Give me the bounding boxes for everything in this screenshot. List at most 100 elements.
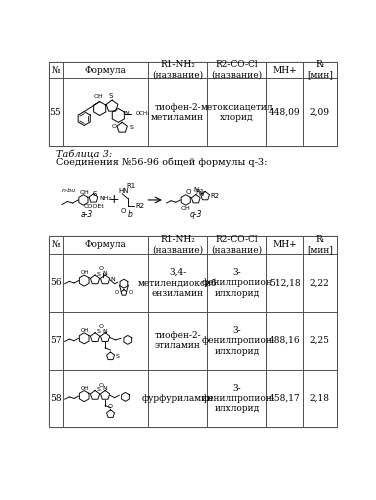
Text: Формула: Формула <box>84 66 126 74</box>
Text: N: N <box>124 112 129 116</box>
Text: 3-
фенилпропион
илхлорид: 3- фенилпропион илхлорид <box>202 384 272 414</box>
Text: MH+: MH+ <box>272 66 297 74</box>
Text: тиофен-2-
метиламин: тиофен-2- метиламин <box>151 102 204 122</box>
Text: O: O <box>129 290 133 295</box>
Text: N: N <box>103 271 108 276</box>
Text: фурфуриламин: фурфуриламин <box>141 394 214 403</box>
Bar <box>208 62 266 78</box>
Text: O: O <box>99 382 104 388</box>
Text: OH: OH <box>93 94 103 98</box>
Text: 2,09: 2,09 <box>310 108 330 117</box>
Text: Таблица 3:: Таблица 3: <box>56 150 112 160</box>
Text: Rₜ
[мин]: Rₜ [мин] <box>307 60 333 80</box>
Bar <box>148 312 208 370</box>
Bar <box>148 78 208 146</box>
Bar <box>62 236 148 254</box>
Text: N: N <box>199 191 204 197</box>
Text: R1-NH₂
(название): R1-NH₂ (название) <box>152 235 203 255</box>
Text: 55: 55 <box>50 108 61 117</box>
Text: MH+: MH+ <box>272 240 297 250</box>
Text: 448,09: 448,09 <box>269 108 300 117</box>
Bar <box>49 62 337 146</box>
Bar <box>266 370 303 428</box>
Text: O: O <box>99 324 104 329</box>
Bar <box>303 78 337 146</box>
Text: OH: OH <box>81 328 89 333</box>
Text: S: S <box>115 354 120 359</box>
Text: O: O <box>112 124 117 129</box>
Text: 488,16: 488,16 <box>269 336 300 345</box>
Text: N: N <box>193 187 199 193</box>
Bar <box>49 236 62 254</box>
Bar <box>266 78 303 146</box>
Bar <box>49 254 62 312</box>
Text: R2: R2 <box>211 193 220 199</box>
Text: 3,4-
метилендиоксиб
ензиламин: 3,4- метилендиоксиб ензиламин <box>138 268 217 298</box>
Bar <box>266 236 303 254</box>
Text: S: S <box>108 92 113 98</box>
Text: R1: R1 <box>126 183 135 189</box>
Text: 458,17: 458,17 <box>269 394 300 403</box>
Text: R2-CO-Cl
(название): R2-CO-Cl (название) <box>211 235 262 255</box>
Bar <box>148 254 208 312</box>
Bar <box>148 236 208 254</box>
Bar <box>49 236 337 428</box>
Text: +: + <box>109 194 120 206</box>
Text: O: O <box>108 404 113 409</box>
Bar <box>49 78 62 146</box>
Text: R2-CO-Cl
(название): R2-CO-Cl (название) <box>211 60 262 80</box>
Bar <box>208 312 266 370</box>
Text: OH: OH <box>81 386 89 391</box>
Text: 3-
фенилпропион
илхлорид: 3- фенилпропион илхлорид <box>202 268 272 298</box>
Bar <box>208 78 266 146</box>
Text: 2,25: 2,25 <box>310 336 330 345</box>
Text: N: N <box>111 278 115 282</box>
Text: R1-NH₂
(название): R1-NH₂ (название) <box>152 60 203 80</box>
Text: Rₜ
[мин]: Rₜ [мин] <box>307 235 333 255</box>
Bar <box>266 312 303 370</box>
Text: S: S <box>96 330 100 334</box>
Text: Соединения №56-96 общей формулы q-3:: Соединения №56-96 общей формулы q-3: <box>56 158 268 167</box>
Bar <box>266 62 303 78</box>
Text: COOEt: COOEt <box>84 204 105 210</box>
Text: Формула: Формула <box>84 240 126 250</box>
Text: 57: 57 <box>50 336 61 345</box>
Bar <box>208 370 266 428</box>
Text: N: N <box>103 386 108 392</box>
Text: OH: OH <box>80 190 90 195</box>
Text: S: S <box>129 126 133 130</box>
Text: O: O <box>185 188 191 194</box>
Bar <box>62 62 148 78</box>
Text: №: № <box>51 240 60 250</box>
Text: O: O <box>121 208 126 214</box>
Text: O: O <box>99 266 104 272</box>
Bar <box>303 254 337 312</box>
Text: 2,18: 2,18 <box>310 394 330 403</box>
Text: 512,18: 512,18 <box>269 278 300 287</box>
Bar <box>62 312 148 370</box>
Text: 58: 58 <box>50 394 61 403</box>
Bar <box>49 370 62 428</box>
Text: метоксиацетил
хлорид: метоксиацетил хлорид <box>201 102 273 122</box>
Text: OH: OH <box>81 270 89 276</box>
Text: R1: R1 <box>196 188 205 194</box>
Text: N: N <box>103 328 108 334</box>
Bar <box>49 62 62 78</box>
Text: OCH₃: OCH₃ <box>136 112 150 116</box>
Text: S: S <box>92 191 97 197</box>
Text: №: № <box>51 66 60 74</box>
Text: S: S <box>96 387 100 392</box>
Text: тиофен-2-
этиламин: тиофен-2- этиламин <box>154 331 201 350</box>
Bar <box>62 254 148 312</box>
Text: b: b <box>127 210 132 219</box>
Text: R2: R2 <box>135 203 144 209</box>
Bar <box>303 62 337 78</box>
Text: O: O <box>115 290 119 295</box>
Text: n-bu: n-bu <box>62 188 76 193</box>
Text: q-3: q-3 <box>190 210 202 219</box>
Text: 3-
фенилпропион
илхлорид: 3- фенилпропион илхлорид <box>202 326 272 356</box>
Bar <box>148 370 208 428</box>
Text: S: S <box>96 272 100 276</box>
Bar <box>208 254 266 312</box>
Bar <box>49 312 62 370</box>
